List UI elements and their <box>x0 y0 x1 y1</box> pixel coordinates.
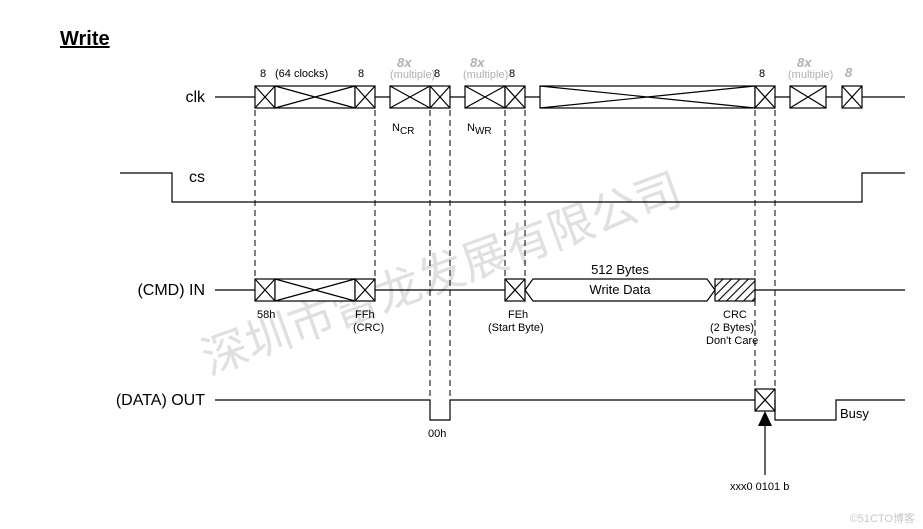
page-title: Write <box>60 28 110 50</box>
svg-text:(2 Bytes): (2 Bytes) <box>710 322 754 334</box>
label-dataout: (DATA) OUT <box>116 392 205 409</box>
footer-watermark: ©51CTO博客 <box>850 511 915 525</box>
svg-text:FEh: FEh <box>508 309 528 321</box>
label-cs: cs <box>189 169 205 186</box>
svg-text:CRC: CRC <box>723 309 747 321</box>
svg-text:8: 8 <box>434 68 440 80</box>
label-cmdin: (CMD) IN <box>137 282 205 299</box>
svg-text:FFh: FFh <box>355 309 375 321</box>
svg-text:Write Data: Write Data <box>589 282 651 297</box>
svg-text:(multiple): (multiple) <box>390 69 435 81</box>
ncr-label: NCR <box>392 122 414 137</box>
cs-line <box>120 173 905 202</box>
svg-text:8: 8 <box>358 68 364 80</box>
arrow-response: xxx0 0101 b <box>730 411 789 493</box>
cmd-boxes <box>255 279 755 301</box>
clk-top-labels: 8 (64 clocks) 8 8x (multiple) 8 8x (mult… <box>260 55 853 81</box>
svg-text:8x: 8x <box>397 55 412 70</box>
svg-text:512 Bytes: 512 Bytes <box>591 262 649 277</box>
svg-text:(64 clocks): (64 clocks) <box>275 68 328 80</box>
clk-boxes <box>255 86 862 108</box>
nwr-label: NWR <box>467 122 492 137</box>
dataout-line <box>215 389 905 420</box>
svg-text:8: 8 <box>509 68 515 80</box>
svg-text:8: 8 <box>759 68 765 80</box>
svg-text:(CRC): (CRC) <box>353 322 384 334</box>
svg-text:(multiple): (multiple) <box>788 69 833 81</box>
svg-text:8x: 8x <box>470 55 485 70</box>
svg-text:8: 8 <box>260 68 266 80</box>
svg-text:Don't Care: Don't Care <box>706 335 758 347</box>
label-clk: clk <box>185 89 206 106</box>
svg-text:8x: 8x <box>797 55 812 70</box>
svg-text:(multiple): (multiple) <box>463 69 508 81</box>
svg-text:(Start Byte): (Start Byte) <box>488 322 544 334</box>
svg-text:8: 8 <box>845 65 853 80</box>
svg-text:58h: 58h <box>257 309 275 321</box>
dout-00h: 00h <box>428 428 446 440</box>
dout-busy: Busy <box>840 406 869 421</box>
svg-text:xxx0 0101 b: xxx0 0101 b <box>730 481 789 493</box>
